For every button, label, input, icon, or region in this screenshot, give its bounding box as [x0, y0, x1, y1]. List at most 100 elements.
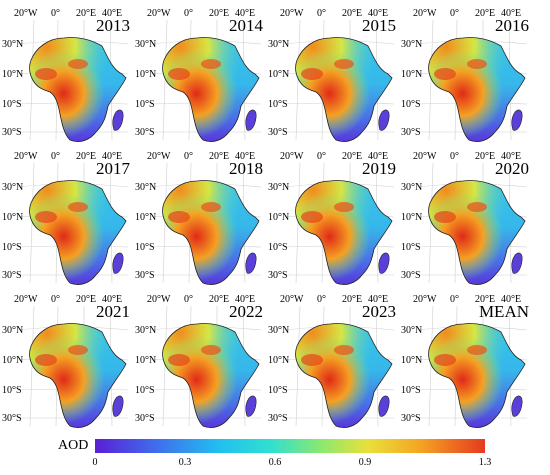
map-panel-2019: 20°W 0° 20°E 40°E 30°N 10°N 10°S 30°S 2019: [268, 151, 400, 289]
lat-label: 10°N: [135, 355, 157, 366]
lon-label: 20°W: [280, 8, 304, 19]
africa-aod-map: [416, 19, 528, 142]
lon-label: 20°E: [76, 151, 97, 162]
lat-label: 10°S: [2, 242, 22, 253]
lon-label: 0°: [51, 8, 60, 19]
lat-label: 10°S: [401, 385, 421, 396]
lon-label: 20°E: [475, 151, 496, 162]
lat-label: 10°N: [268, 212, 290, 223]
panel-year-label: 2020: [495, 159, 529, 178]
lon-label: 0°: [51, 151, 60, 162]
panel-year-label: 2019: [362, 159, 396, 178]
africa-aod-map: [17, 305, 129, 428]
lon-label: 20°E: [342, 8, 363, 19]
map-panel-2018: 20°W 0° 20°E 40°E 30°N 10°N 10°S 30°S 2018: [135, 151, 267, 289]
lon-label: 20°W: [14, 8, 38, 19]
panel-year-label: 2013: [96, 16, 130, 35]
lat-label: 10°S: [2, 99, 22, 110]
map-panel-2021: 20°W 0° 20°E 40°E 30°N 10°N 10°S 30°S 2021: [2, 294, 134, 432]
lat-label: 30°S: [2, 413, 22, 424]
lat-label: 10°S: [135, 99, 155, 110]
lat-label: 30°N: [135, 182, 157, 193]
lon-label: 20°E: [76, 8, 97, 19]
lon-label: 0°: [51, 294, 60, 305]
colorbar-tick: 0.6: [268, 457, 282, 468]
panel-year-label: 2014: [229, 16, 263, 35]
map-panel-mean: 20°W 0° 20°E 40°E 30°N 10°N 10°S 30°S MEAN: [401, 294, 533, 432]
lon-label: 0°: [184, 294, 193, 305]
lat-label: 10°N: [401, 69, 423, 80]
lon-label: 40°E: [102, 151, 123, 162]
lat-label: 30°S: [135, 127, 155, 138]
lat-label: 10°N: [2, 212, 24, 223]
lat-label: 30°N: [268, 39, 290, 50]
map-panel-2020: 20°W 0° 20°E 40°E 30°N 10°N 10°S 30°S 2020: [401, 151, 533, 289]
lon-label: 20°W: [280, 294, 304, 305]
map-panel-2014: 20°W 0° 20°E 40°E 30°N 10°N 10°S 30°S 2014: [135, 8, 267, 146]
colorbar-title: AOD: [58, 438, 89, 453]
lon-label: 40°E: [235, 151, 256, 162]
africa-aod-map: [150, 305, 262, 428]
lon-label: 20°W: [14, 294, 38, 305]
colorbar-tick: 0.3: [178, 457, 192, 468]
africa-aod-map: [283, 305, 395, 428]
panel-year-label: 2021: [96, 302, 130, 321]
lat-label: 30°S: [135, 270, 155, 281]
lon-label: 20°W: [413, 151, 437, 162]
lat-label: 30°S: [2, 127, 22, 138]
panel-year-label: 2017: [96, 159, 130, 178]
africa-aod-map: [283, 19, 395, 142]
map-panel-2023: 20°W 0° 20°E 40°E 30°N 10°N 10°S 30°S 2023: [268, 294, 400, 432]
lat-label: 10°S: [401, 242, 421, 253]
africa-aod-map: [150, 162, 262, 285]
lat-label: 10°N: [2, 69, 24, 80]
panel-year-label: MEAN: [478, 302, 529, 321]
lat-label: 30°N: [401, 39, 423, 50]
colorbar-tick: 0.9: [358, 457, 372, 468]
lat-label: 30°S: [401, 270, 421, 281]
panel-year-label: 2018: [229, 159, 263, 178]
lon-label: 20°E: [76, 294, 97, 305]
lat-label: 30°N: [268, 182, 290, 193]
panel-year-label: 2016: [495, 16, 529, 35]
lat-label: 30°S: [2, 270, 22, 281]
map-panel-2016: 20°W 0° 20°E 40°E 30°N 10°N 10°S 30°S 2016: [401, 8, 533, 146]
lon-label: 40°E: [102, 294, 123, 305]
africa-aod-map: [150, 19, 262, 142]
map-panel-2013: 20°W 0° 20°E 40°E 30°N 10°N 10°S 30°S 2013: [2, 8, 134, 146]
lon-label: 40°E: [235, 8, 256, 19]
africa-aod-map: [416, 305, 528, 428]
lon-label: 20°W: [413, 294, 437, 305]
lon-label: 20°E: [209, 294, 230, 305]
lat-label: 10°N: [401, 212, 423, 223]
lat-label: 30°N: [135, 325, 157, 336]
lon-label: 20°E: [475, 8, 496, 19]
lon-label: 0°: [184, 151, 193, 162]
lat-label: 30°N: [401, 182, 423, 193]
lon-label: 20°W: [413, 8, 437, 19]
lat-label: 10°N: [2, 355, 24, 366]
lon-label: 20°E: [209, 151, 230, 162]
lon-label: 20°W: [280, 151, 304, 162]
lon-label: 20°E: [342, 151, 363, 162]
lon-label: 40°E: [501, 8, 522, 19]
panel-year-label: 2015: [362, 16, 396, 35]
lat-label: 10°S: [135, 242, 155, 253]
lon-label: 40°E: [368, 8, 389, 19]
panel-year-label: 2023: [362, 302, 396, 321]
lat-label: 30°S: [401, 127, 421, 138]
lat-label: 10°N: [268, 69, 290, 80]
lon-label: 0°: [317, 8, 326, 19]
lon-label: 0°: [317, 151, 326, 162]
lat-label: 30°N: [2, 39, 24, 50]
lat-label: 10°S: [268, 99, 288, 110]
lon-label: 40°E: [102, 8, 123, 19]
lon-label: 0°: [450, 8, 459, 19]
africa-aod-map: [416, 162, 528, 285]
lon-label: 0°: [317, 294, 326, 305]
map-panel-2017: 20°W 0° 20°E 40°E 30°N 10°N 10°S 30°S 2017: [2, 151, 134, 289]
lat-label: 10°S: [2, 385, 22, 396]
lat-label: 10°S: [268, 242, 288, 253]
lon-label: 40°E: [501, 294, 522, 305]
lon-label: 0°: [450, 294, 459, 305]
